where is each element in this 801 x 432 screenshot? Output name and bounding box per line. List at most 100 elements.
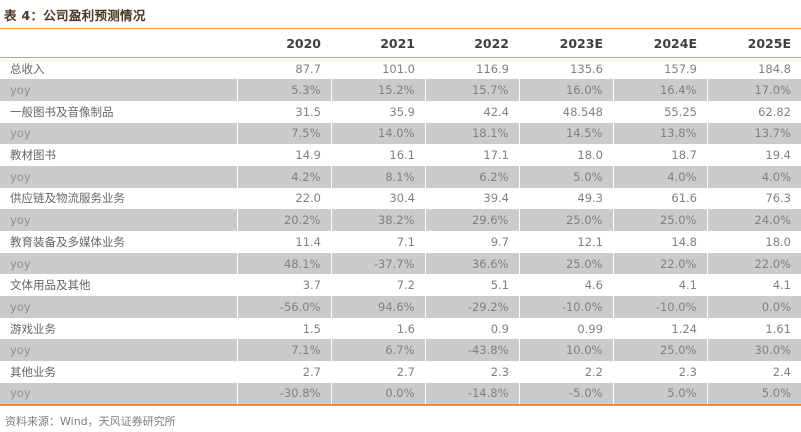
table-row: 教育装备及多媒体业务 11.4 7.1 9.7 12.1 14.8 18.0 (0, 231, 801, 253)
value-cell: 18.7 (671, 148, 697, 163)
value-cell: 2.3 (490, 364, 509, 379)
value-cell: 4.0% (612, 165, 707, 188)
value-cell: 16.1 (389, 148, 415, 163)
row-label-yoy: yoy (0, 339, 237, 362)
table-row: yoy 20.2% 38.2% 29.6% 25.0% 25.0% 24.0% (0, 209, 801, 231)
value-cell: 4.6 (584, 278, 603, 293)
value-cell: 42.4 (483, 104, 509, 119)
row-label: 其他业务 (10, 364, 56, 379)
value-cell: 25.0% (612, 209, 707, 231)
value-cell: 4.2% (236, 165, 331, 188)
table-row: 一般图书及音像制品 31.5 35.9 42.4 48.548 55.25 62.82 (0, 101, 801, 123)
value-cell: 29.6% (424, 209, 519, 231)
value-cell: 30.4 (389, 191, 415, 206)
value-cell: 49.3 (577, 191, 603, 206)
value-cell: -37.7% (330, 252, 425, 275)
header-row: 2020 2021 2022 2023E 2024E 2025E (0, 28, 801, 58)
row-label: 教育装备及多媒体业务 (10, 234, 125, 249)
value-cell: 5.0% (706, 382, 801, 405)
value-cell: 18.0 (765, 234, 791, 249)
value-cell: 1.6 (396, 321, 415, 336)
value-cell: 116.9 (476, 61, 509, 76)
value-cell: 31.5 (295, 104, 321, 119)
value-cell: 13.8% (612, 122, 707, 145)
value-cell: 1.24 (671, 321, 697, 336)
value-cell: 1.61 (765, 321, 791, 336)
value-cell: 14.9 (295, 148, 321, 163)
value-cell: 61.6 (671, 191, 697, 206)
value-cell: -10.0% (612, 296, 707, 318)
value-cell: 14.5% (518, 122, 613, 145)
value-cell: 7.2 (396, 278, 415, 293)
value-cell: 17.0% (706, 79, 801, 101)
table-title: 表 4：公司盈利预测情况 (4, 8, 146, 23)
row-label-yoy: yoy (0, 382, 237, 405)
value-cell: 2.2 (584, 364, 603, 379)
value-cell: 9.7 (490, 234, 509, 249)
table-row: yoy -30.8% 0.0% -14.8% -5.0% 5.0% 5.0% (0, 382, 801, 405)
value-cell: 14.8 (671, 234, 697, 249)
value-cell: 87.7 (295, 61, 321, 76)
value-cell: 25.0% (518, 252, 613, 275)
table-row: yoy 4.2% 8.1% 6.2% 5.0% 4.0% 4.0% (0, 165, 801, 188)
table-row: 教材图书 14.9 16.1 17.1 18.0 18.7 19.4 (0, 144, 801, 166)
value-cell: -14.8% (424, 382, 519, 405)
row-label-yoy: yoy (0, 252, 237, 275)
value-cell: 76.3 (765, 191, 791, 206)
value-cell: 13.7% (706, 122, 801, 145)
table-row: yoy 7.1% 6.7% -43.8% 10.0% 25.0% 30.0% (0, 339, 801, 362)
table-row: 总收入 87.7 101.0 116.9 135.6 157.9 184.8 (0, 58, 801, 80)
value-cell: 35.9 (389, 104, 415, 119)
profit-forecast-table: 2020 2021 2022 2023E 2024E 2025E 总收入 87.7 101.0… (0, 28, 801, 406)
value-cell: 39.4 (483, 191, 509, 206)
row-label-yoy: yoy (0, 165, 237, 188)
value-cell: 2.3 (678, 364, 697, 379)
value-cell: 5.0% (518, 165, 613, 188)
value-cell: 7.1% (236, 339, 331, 362)
value-cell: 36.6% (424, 252, 519, 275)
table-row: 游戏业务 1.5 1.6 0.9 0.99 1.24 1.61 (0, 318, 801, 340)
row-label: 教材图书 (10, 148, 56, 163)
value-cell: 0.0% (706, 296, 801, 318)
column-header-year: 2020 (237, 28, 331, 58)
value-cell: 55.25 (664, 104, 697, 119)
value-cell: 15.7% (424, 79, 519, 101)
value-cell: 6.7% (330, 339, 425, 362)
value-cell: -43.8% (424, 339, 519, 362)
value-cell: 22.0% (612, 252, 707, 275)
value-cell: 2.7 (396, 364, 415, 379)
value-cell: 157.9 (664, 61, 697, 76)
value-cell: 30.0% (706, 339, 801, 362)
value-cell: 18.0 (577, 148, 603, 163)
value-cell: 20.2% (236, 209, 331, 231)
row-label-yoy: yoy (0, 296, 237, 318)
header-label-cell (0, 28, 237, 58)
row-label: 总收入 (10, 61, 45, 76)
value-cell: 48.548 (562, 104, 603, 119)
table-row: yoy 5.3% 15.2% 15.7% 16.0% 16.4% 17.0% (0, 79, 801, 101)
value-cell: -29.2% (424, 296, 519, 318)
value-cell: 0.0% (330, 382, 425, 405)
row-label: 一般图书及音像制品 (10, 104, 114, 119)
value-cell: 4.1 (772, 278, 791, 293)
table-row: 文体用品及其他 3.7 7.2 5.1 4.6 4.1 4.1 (0, 274, 801, 296)
value-cell: 5.0% (612, 382, 707, 405)
table-row: yoy 7.5% 14.0% 18.1% 14.5% 13.8% 13.7% (0, 122, 801, 145)
value-cell: 62.82 (758, 104, 791, 119)
column-header-year: 2022 (425, 28, 519, 58)
value-cell: 4.0% (706, 165, 801, 188)
value-cell: 0.99 (577, 321, 603, 336)
value-cell: 25.0% (518, 209, 613, 231)
value-cell: 0.9 (490, 321, 509, 336)
value-cell: 101.0 (382, 61, 415, 76)
table-row: yoy -56.0% 94.6% -29.2% -10.0% -10.0% 0.0% (0, 296, 801, 318)
value-cell: 38.2% (330, 209, 425, 231)
value-cell: -10.0% (518, 296, 613, 318)
row-label: 文体用品及其他 (10, 278, 91, 293)
value-cell: 7.1 (396, 234, 415, 249)
value-cell: 184.8 (758, 61, 791, 76)
row-label: 游戏业务 (10, 321, 56, 336)
column-header-year: 2021 (331, 28, 425, 58)
value-cell: 22.0 (295, 191, 321, 206)
